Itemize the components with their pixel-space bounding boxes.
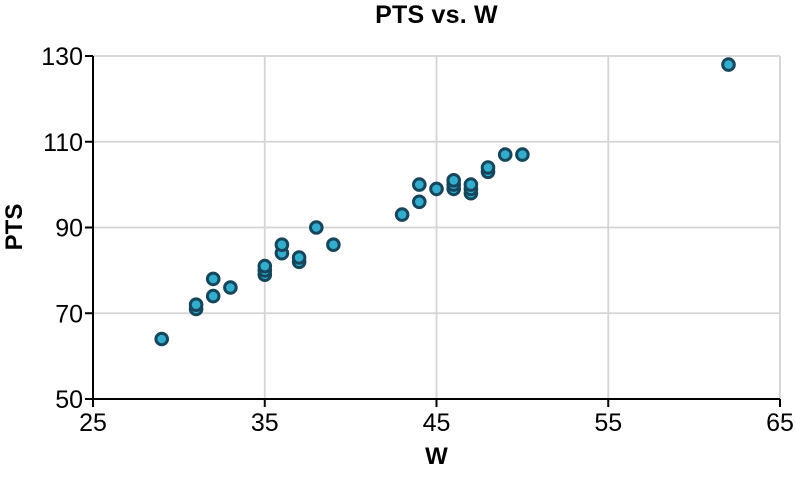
- data-point: [326, 237, 341, 252]
- data-point: [257, 258, 273, 274]
- x-axis-label: W: [425, 443, 448, 470]
- data-point: [154, 331, 169, 347]
- data-point: [429, 181, 444, 197]
- data-point: [721, 57, 736, 72]
- data-point: [205, 288, 221, 304]
- y-tick-label: 70: [55, 300, 83, 328]
- data-point: [480, 160, 496, 175]
- data-point: [205, 271, 221, 287]
- data-point: [446, 173, 462, 188]
- data-point: [463, 177, 479, 192]
- x-tick-label: 55: [594, 409, 622, 437]
- data-point: [394, 207, 410, 222]
- chart-title: PTS vs. W: [375, 1, 498, 29]
- data-point: [274, 237, 290, 252]
- y-tick-label: 50: [55, 386, 83, 414]
- x-tick-label: 25: [79, 409, 107, 437]
- data-point: [309, 220, 324, 235]
- y-tick-label: 90: [55, 215, 83, 243]
- y-tick-label: 110: [43, 129, 83, 157]
- data-point: [412, 194, 427, 210]
- data-point: [497, 147, 513, 162]
- x-tick-label: 65: [766, 409, 794, 437]
- data-point: [515, 147, 530, 162]
- data-point: [223, 280, 238, 295]
- y-tick-label: 130: [41, 43, 83, 71]
- data-point: [291, 250, 307, 265]
- x-tick-label: 45: [423, 409, 451, 437]
- data-point: [412, 177, 427, 192]
- data-point: [188, 297, 204, 313]
- x-tick-label: 35: [251, 409, 279, 437]
